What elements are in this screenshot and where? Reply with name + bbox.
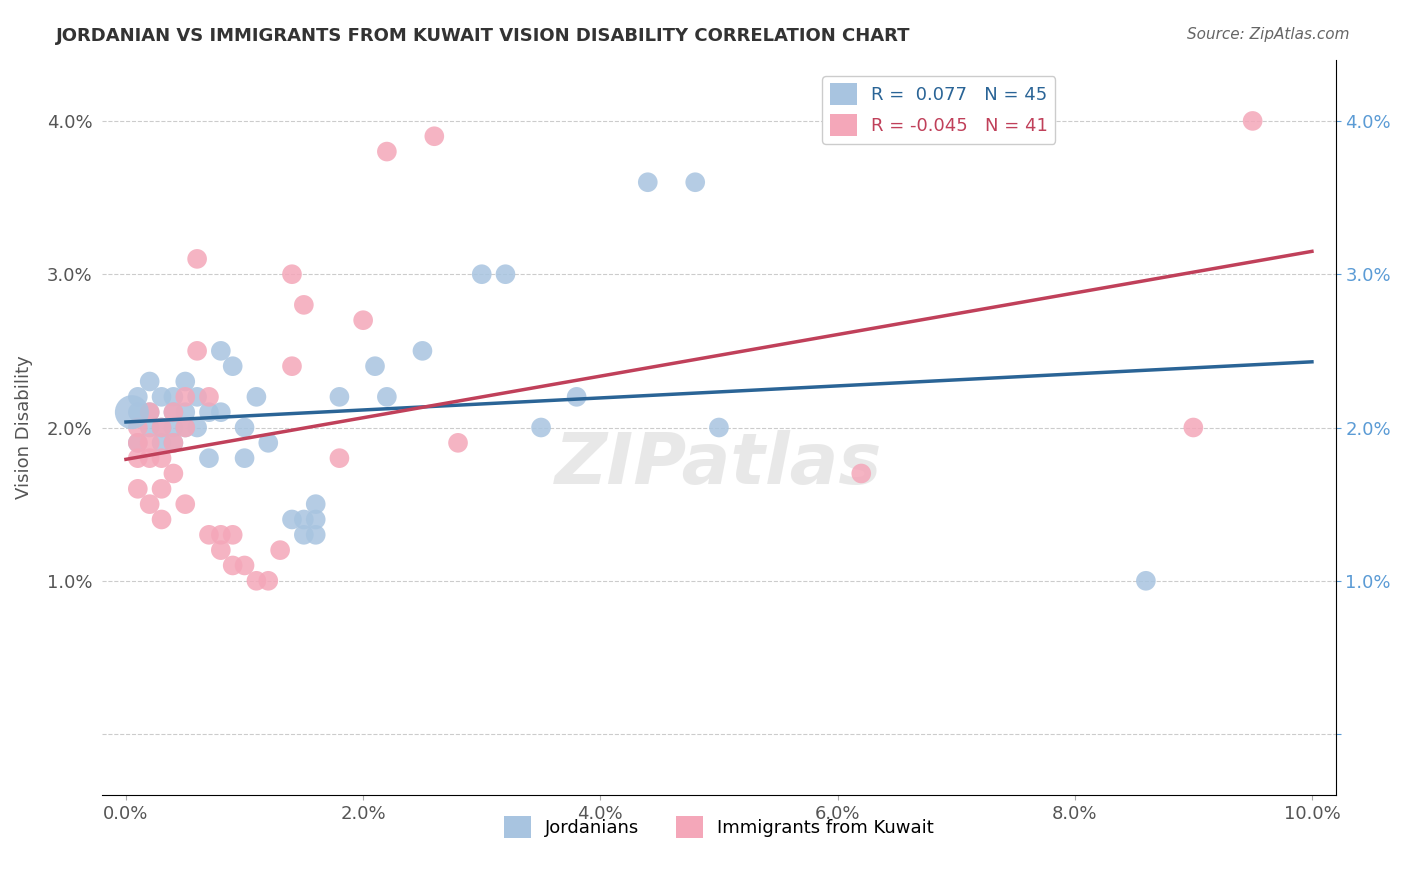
Point (138, 451, 160, 466)
Text: ZIPatlas: ZIPatlas (555, 430, 883, 499)
Text: JORDANIAN VS IMMIGRANTS FROM KUWAIT VISION DISABILITY CORRELATION CHART: JORDANIAN VS IMMIGRANTS FROM KUWAIT VISI… (56, 27, 911, 45)
Point (198, 390, 221, 404)
Point (257, 574, 280, 588)
Point (162, 390, 184, 404)
Legend: Jordanians, Immigrants from Kuwait: Jordanians, Immigrants from Kuwait (496, 809, 941, 846)
Point (198, 451, 221, 466)
Point (138, 420, 160, 434)
Point (328, 390, 350, 404)
Point (447, 435, 470, 450)
Point (245, 574, 267, 588)
Point (292, 512, 315, 526)
Point (162, 420, 184, 434)
Point (292, 298, 315, 312)
Y-axis label: Vision Disability: Vision Disability (15, 356, 32, 500)
Point (150, 451, 173, 466)
Point (186, 420, 208, 434)
Point (198, 405, 221, 419)
Point (174, 405, 197, 419)
Point (127, 435, 149, 450)
Point (186, 390, 208, 404)
Point (281, 512, 304, 526)
Point (305, 512, 328, 526)
Point (257, 435, 280, 450)
Point (1135, 574, 1157, 588)
Point (222, 528, 245, 542)
Point (851, 467, 873, 481)
Point (495, 267, 517, 281)
Point (565, 390, 588, 404)
Point (121, 405, 143, 419)
Point (150, 420, 173, 434)
Point (530, 420, 553, 434)
Point (411, 343, 433, 358)
Point (162, 405, 184, 419)
Point (707, 420, 730, 434)
Point (233, 451, 256, 466)
Point (683, 175, 706, 189)
Point (637, 175, 659, 189)
Point (150, 390, 173, 404)
Point (150, 482, 173, 496)
Point (150, 420, 173, 434)
Point (174, 420, 197, 434)
Point (269, 543, 291, 558)
Point (423, 129, 446, 144)
Point (127, 451, 149, 466)
Point (233, 558, 256, 573)
Point (198, 528, 221, 542)
Point (352, 313, 374, 327)
Point (209, 343, 232, 358)
Point (162, 467, 184, 481)
Point (222, 558, 245, 573)
Point (245, 390, 267, 404)
Point (186, 343, 208, 358)
Text: Source: ZipAtlas.com: Source: ZipAtlas.com (1187, 27, 1350, 42)
Point (305, 497, 328, 511)
Point (292, 528, 315, 542)
Point (186, 252, 208, 266)
Point (209, 543, 232, 558)
Point (138, 405, 160, 419)
Point (375, 145, 398, 159)
Point (127, 405, 149, 419)
Point (150, 512, 173, 526)
Point (174, 497, 197, 511)
Point (127, 420, 149, 434)
Point (209, 405, 232, 419)
Point (281, 267, 304, 281)
Point (127, 435, 149, 450)
Point (127, 482, 149, 496)
Point (1241, 114, 1264, 128)
Point (138, 497, 160, 511)
Point (162, 435, 184, 450)
Point (375, 390, 398, 404)
Point (364, 359, 387, 374)
Point (127, 390, 149, 404)
Point (174, 375, 197, 389)
Point (162, 435, 184, 450)
Point (1182, 420, 1205, 434)
Point (162, 405, 184, 419)
Point (233, 420, 256, 434)
Point (281, 359, 304, 374)
Point (222, 359, 245, 374)
Point (174, 390, 197, 404)
Point (305, 528, 328, 542)
Point (471, 267, 494, 281)
Point (209, 528, 232, 542)
Point (174, 420, 197, 434)
Point (138, 435, 160, 450)
Point (138, 375, 160, 389)
Point (138, 405, 160, 419)
Point (328, 451, 350, 466)
Point (150, 435, 173, 450)
